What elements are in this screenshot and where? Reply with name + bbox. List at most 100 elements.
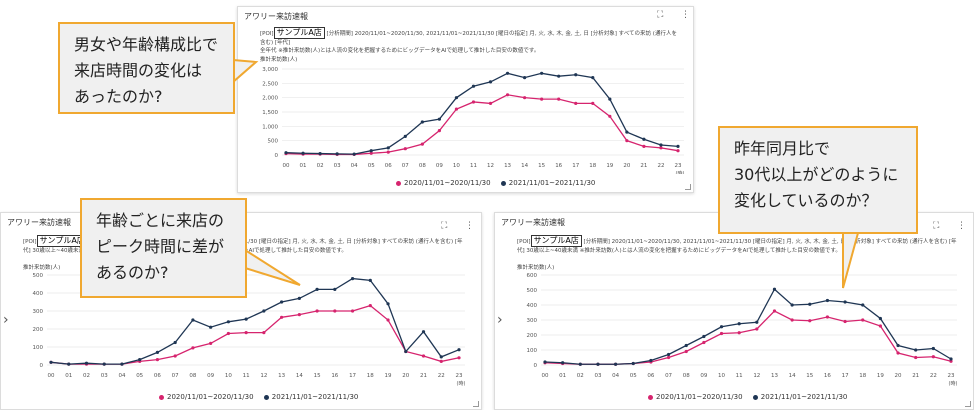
data-point[interactable] — [684, 349, 688, 354]
data-point[interactable] — [437, 129, 441, 133]
data-point[interactable] — [173, 354, 177, 358]
data-point[interactable] — [335, 152, 339, 156]
data-point[interactable] — [403, 147, 407, 151]
data-point[interactable] — [557, 74, 561, 78]
data-point[interactable] — [861, 318, 865, 322]
data-point[interactable] — [209, 325, 213, 329]
data-point[interactable] — [244, 331, 248, 335]
data-point[interactable] — [755, 327, 759, 331]
data-point[interactable] — [772, 287, 777, 291]
resize-handle[interactable] — [473, 401, 479, 407]
data-point[interactable] — [471, 100, 476, 104]
data-point[interactable] — [843, 300, 847, 304]
data-point[interactable] — [596, 362, 600, 366]
data-point[interactable] — [631, 361, 635, 366]
data-point[interactable] — [702, 340, 706, 345]
data-point[interactable] — [659, 146, 663, 150]
data-point[interactable] — [790, 303, 794, 307]
data-point[interactable] — [386, 302, 390, 306]
data-point[interactable] — [297, 313, 301, 317]
data-point[interactable] — [931, 346, 935, 351]
data-point[interactable] — [284, 151, 288, 155]
kebab-menu-icon[interactable]: ⋮ — [957, 221, 966, 231]
data-point[interactable] — [684, 343, 688, 348]
data-point[interactable] — [659, 143, 663, 147]
data-point[interactable] — [755, 320, 759, 324]
data-point[interactable] — [262, 331, 266, 335]
data-point[interactable] — [138, 358, 142, 362]
data-point[interactable] — [350, 277, 355, 281]
data-point[interactable] — [914, 355, 918, 360]
data-point[interactable] — [591, 76, 595, 80]
data-point[interactable] — [155, 358, 160, 362]
data-point[interactable] — [825, 298, 830, 303]
data-point[interactable] — [333, 287, 337, 291]
data-point[interactable] — [578, 362, 582, 366]
data-point[interactable] — [702, 334, 706, 339]
data-point[interactable] — [420, 142, 424, 146]
data-point[interactable] — [439, 355, 443, 359]
data-point[interactable] — [368, 304, 372, 308]
data-point[interactable] — [896, 351, 900, 355]
data-point[interactable] — [914, 348, 918, 352]
data-point[interactable] — [191, 346, 195, 350]
data-point[interactable] — [790, 318, 794, 322]
data-point[interactable] — [505, 93, 510, 97]
data-point[interactable] — [120, 362, 124, 366]
data-point[interactable] — [625, 139, 629, 143]
data-point[interactable] — [574, 73, 578, 77]
data-point[interactable] — [368, 278, 372, 282]
data-point[interactable] — [315, 287, 319, 291]
data-point[interactable] — [457, 356, 461, 360]
data-point[interactable] — [505, 71, 510, 75]
data-point[interactable] — [614, 362, 618, 366]
data-point[interactable] — [421, 330, 426, 334]
data-point[interactable] — [244, 317, 248, 321]
data-point[interactable] — [315, 309, 319, 313]
data-point[interactable] — [666, 355, 671, 360]
data-point[interactable] — [523, 96, 527, 100]
data-point[interactable] — [352, 152, 356, 156]
data-point[interactable] — [772, 309, 777, 313]
data-point[interactable] — [878, 316, 882, 321]
data-point[interactable] — [350, 309, 355, 313]
data-point[interactable] — [561, 361, 565, 365]
data-point[interactable] — [843, 319, 847, 324]
expand-icon[interactable]: ⛶ — [441, 221, 448, 231]
data-point[interactable] — [676, 144, 680, 148]
data-point[interactable] — [808, 302, 812, 306]
data-point[interactable] — [488, 80, 493, 84]
resize-handle[interactable] — [965, 401, 971, 407]
data-point[interactable] — [280, 315, 284, 319]
data-point[interactable] — [574, 101, 578, 105]
data-point[interactable] — [608, 97, 612, 101]
data-point[interactable] — [540, 97, 544, 101]
data-point[interactable] — [737, 331, 741, 335]
expand-icon[interactable]: ⛶ — [657, 10, 664, 20]
data-point[interactable] — [949, 359, 953, 363]
data-point[interactable] — [642, 144, 646, 148]
data-point[interactable] — [226, 331, 230, 336]
data-point[interactable] — [262, 309, 266, 313]
data-point[interactable] — [591, 101, 595, 105]
data-point[interactable] — [209, 341, 213, 345]
data-point[interactable] — [369, 149, 373, 153]
data-point[interactable] — [102, 362, 106, 366]
data-point[interactable] — [191, 318, 195, 322]
chevron-right-icon[interactable]: › — [497, 312, 503, 328]
data-point[interactable] — [719, 325, 724, 329]
data-point[interactable] — [403, 134, 407, 138]
data-point[interactable] — [737, 322, 741, 326]
data-point[interactable] — [949, 357, 953, 361]
data-point[interactable] — [808, 319, 812, 323]
data-point[interactable] — [557, 97, 561, 101]
data-point[interactable] — [318, 151, 322, 156]
data-point[interactable] — [625, 130, 629, 134]
kebab-menu-icon[interactable]: ⋮ — [465, 221, 474, 231]
data-point[interactable] — [226, 320, 230, 324]
data-point[interactable] — [369, 151, 373, 155]
resize-handle[interactable] — [685, 184, 691, 190]
data-point[interactable] — [454, 96, 459, 100]
data-point[interactable] — [67, 362, 71, 366]
data-point[interactable] — [457, 348, 461, 352]
